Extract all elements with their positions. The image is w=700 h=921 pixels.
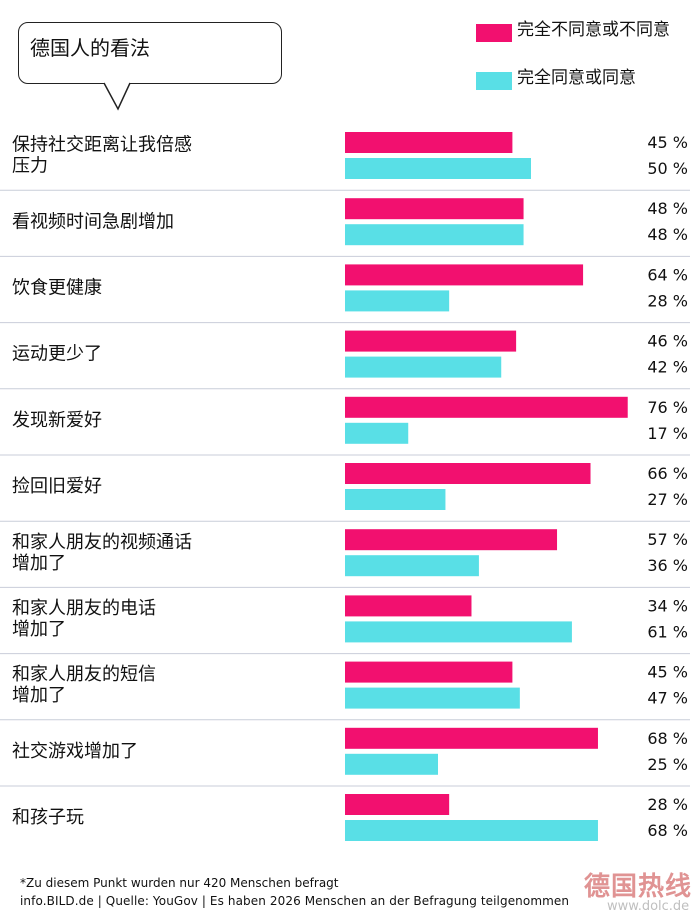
value-label: 17 % (647, 424, 688, 443)
bar-agree (345, 687, 520, 709)
bar-agree (345, 820, 598, 841)
bar-agree (345, 555, 479, 577)
bar-agree (345, 422, 409, 444)
value-label: 61 % (647, 622, 688, 641)
value-label: 28 % (647, 291, 688, 310)
value-label: 46 % (647, 332, 688, 351)
bar-agree (345, 753, 438, 775)
watermark-logo: 德国热线 (584, 872, 693, 902)
legend-label-disagree: 完全不同意或不同意 (517, 20, 670, 40)
bar-disagree (345, 661, 513, 683)
bar-agree (345, 290, 450, 312)
value-label: 27 % (647, 490, 688, 509)
footer-note: *Zu diesem Punkt wurden nur 420 Menschen… (20, 876, 339, 890)
legend-swatch-disagree (476, 24, 512, 42)
watermark-url: www.dolc.de (607, 899, 690, 914)
category-label: 运动更少了 (12, 344, 102, 365)
bar-disagree (345, 264, 584, 286)
category-label: 和家人朋友的视频通话 (12, 532, 192, 553)
value-label: 45 % (647, 663, 688, 682)
value-label: 76 % (647, 398, 688, 417)
value-label: 68 % (647, 729, 688, 748)
value-label: 47 % (647, 689, 688, 708)
category-label: 社交游戏增加了 (12, 741, 138, 762)
value-label: 45 % (647, 133, 688, 152)
bar-disagree (345, 794, 450, 815)
bar-disagree (345, 727, 598, 749)
category-label: 饮食更健康 (12, 278, 102, 299)
value-label: 25 % (647, 755, 688, 774)
bar-disagree (345, 198, 524, 220)
value-label: 48 % (647, 199, 688, 218)
legend-label-agree: 完全同意或同意 (517, 68, 636, 88)
value-label: 64 % (647, 265, 688, 284)
category-label: 压力 (12, 156, 48, 177)
category-label: 发现新爱好 (12, 410, 102, 431)
value-label: 34 % (647, 596, 688, 615)
value-label: 42 % (647, 358, 688, 377)
category-label: 增加了 (12, 553, 66, 574)
bar-disagree (345, 132, 513, 153)
value-label: 68 % (647, 821, 688, 840)
category-label: 捡回旧爱好 (12, 476, 102, 497)
category-label: 和孩子玩 (12, 807, 84, 828)
bar-agree (345, 356, 502, 378)
category-label: 保持社交距离让我倍感 (12, 135, 192, 156)
category-label: 和家人朋友的短信 (12, 664, 156, 685)
bar-agree (345, 489, 446, 510)
value-label: 48 % (647, 225, 688, 244)
footer-source: info.BILD.de | Quelle: YouGov | Es haben… (20, 894, 570, 908)
title-bubble: 德国人的看法 (18, 22, 282, 84)
value-label: 50 % (647, 159, 688, 178)
category-label: 增加了 (12, 685, 66, 706)
category-label: 看视频时间急剧增加 (12, 211, 174, 232)
bar-disagree (345, 330, 517, 352)
value-label: 66 % (647, 464, 688, 483)
bar-disagree (345, 529, 558, 551)
bar-agree (345, 621, 572, 643)
bar-disagree (345, 595, 472, 617)
bubble-tail (103, 82, 131, 111)
bar-agree (345, 224, 524, 246)
bar-disagree (345, 463, 591, 484)
bar-agree (345, 158, 531, 179)
category-label: 和家人朋友的电话 (12, 598, 156, 619)
category-label: 增加了 (12, 619, 66, 640)
bar-disagree (345, 396, 628, 418)
value-label: 36 % (647, 556, 688, 575)
value-label: 28 % (647, 795, 688, 814)
chart-title: 德国人的看法 (30, 36, 150, 60)
legend-swatch-agree (476, 72, 512, 90)
value-label: 57 % (647, 530, 688, 549)
